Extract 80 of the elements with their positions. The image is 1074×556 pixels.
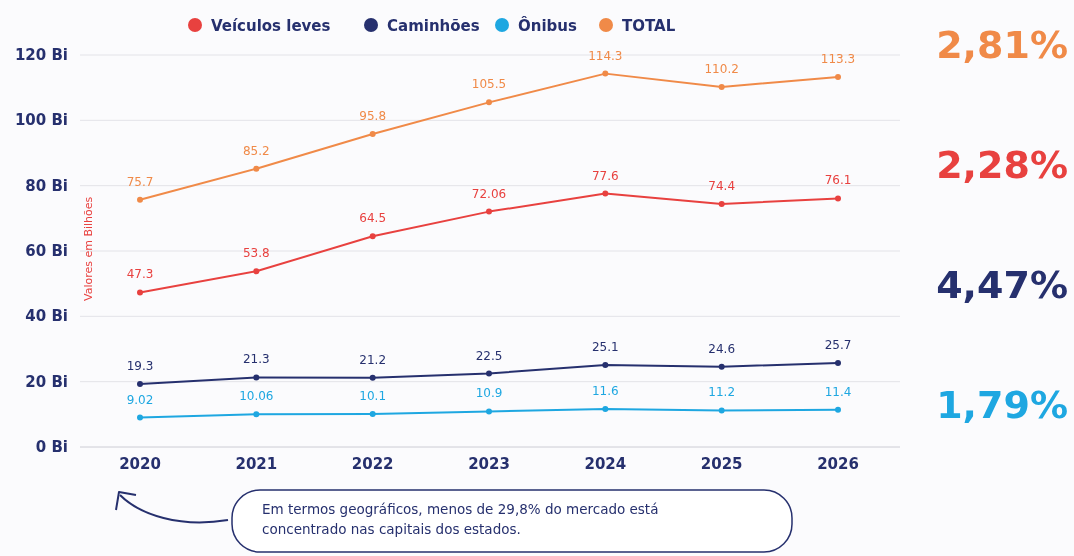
point — [486, 370, 492, 377]
data-label: 11.4 — [824, 384, 852, 399]
text: 2,81% — [936, 23, 1068, 67]
point — [718, 363, 725, 370]
y-tick-label: 100 Bi — [14, 111, 68, 130]
x-tick-label: 2024 — [584, 455, 627, 473]
data-label: 19.3 — [126, 358, 154, 373]
y-axis-title: Valores em Bilhões — [82, 196, 95, 301]
legend-label: TOTAL — [622, 17, 676, 35]
data-label: 75.7 — [126, 174, 154, 189]
y-tick-label: 60 Bi — [25, 242, 68, 260]
data-label: 64.5 — [359, 211, 387, 226]
data-label: 24.6 — [708, 341, 736, 356]
data-label: 47.3 — [126, 267, 154, 282]
text: Em termos geográficos, menos de 29,8% do mercado está concentrado nas capitais dos estados. — [262, 501, 659, 537]
legend-label: Caminhões — [387, 17, 480, 35]
y-tick-label: 20 Bi — [25, 372, 68, 391]
y-tick-label: 120 Bi — [14, 46, 68, 64]
point — [602, 70, 609, 77]
point — [137, 196, 143, 203]
point — [486, 208, 492, 215]
point — [718, 200, 725, 207]
point — [253, 374, 260, 381]
x-tick-label: 2023 — [468, 455, 510, 473]
text: 4,47% — [936, 263, 1068, 307]
data-label: 110.2 — [704, 62, 739, 77]
point — [369, 374, 376, 381]
text: 2,28% — [936, 143, 1068, 187]
point — [369, 233, 376, 240]
point — [137, 414, 143, 421]
data-label: 85.2 — [242, 143, 270, 158]
x-tick-label: 2026 — [817, 455, 859, 473]
data-label: 22.5 — [475, 348, 503, 363]
point — [253, 165, 260, 172]
y-tick-label: 0 Bi — [35, 438, 68, 456]
point — [253, 268, 260, 275]
data-label: 77.6 — [591, 168, 619, 183]
legend-label: Veículos leves — [211, 17, 331, 35]
x-tick-label: 2020 — [119, 455, 161, 473]
point — [602, 406, 609, 413]
data-label: 10.06 — [239, 389, 274, 404]
text: 1,79% — [936, 383, 1068, 427]
y-tick-label: 80 Bi — [25, 176, 68, 195]
point — [835, 360, 841, 367]
data-label: 25.1 — [591, 340, 619, 355]
data-label: 72.06 — [471, 186, 507, 201]
point — [718, 407, 725, 414]
data-label: 105.5 — [471, 77, 507, 92]
data-label: 95.8 — [359, 109, 387, 124]
data-label: 11.6 — [591, 384, 619, 399]
point — [253, 411, 260, 418]
point — [835, 195, 841, 202]
point — [602, 190, 609, 197]
x-tick-label: 2025 — [700, 455, 743, 473]
point — [602, 362, 609, 369]
data-label: 76.1 — [824, 173, 852, 188]
data-label: 74.4 — [708, 178, 736, 193]
point — [369, 131, 376, 138]
point — [486, 99, 492, 106]
data-label: 10.1 — [359, 389, 387, 404]
point — [137, 380, 143, 387]
data-label: 21.3 — [242, 352, 270, 367]
point — [718, 84, 725, 91]
data-label: 21.2 — [359, 352, 387, 367]
data-label: 9.02 — [126, 392, 154, 407]
point — [369, 411, 376, 418]
data-label: 53.8 — [242, 246, 270, 261]
y-tick-label: 40 Bi — [25, 307, 68, 326]
legend-label: Ônibus — [518, 16, 577, 35]
point — [486, 408, 492, 415]
point — [137, 289, 143, 296]
data-label: 114.3 — [588, 48, 623, 63]
data-label: 25.7 — [824, 338, 852, 353]
data-label: 10.9 — [475, 386, 503, 401]
data-label: 113.3 — [820, 51, 856, 66]
x-tick-label: 2021 — [235, 455, 278, 473]
data-label: 11.2 — [708, 385, 736, 400]
point — [835, 73, 841, 80]
x-tick-label: 2022 — [351, 455, 394, 473]
point — [835, 406, 841, 413]
